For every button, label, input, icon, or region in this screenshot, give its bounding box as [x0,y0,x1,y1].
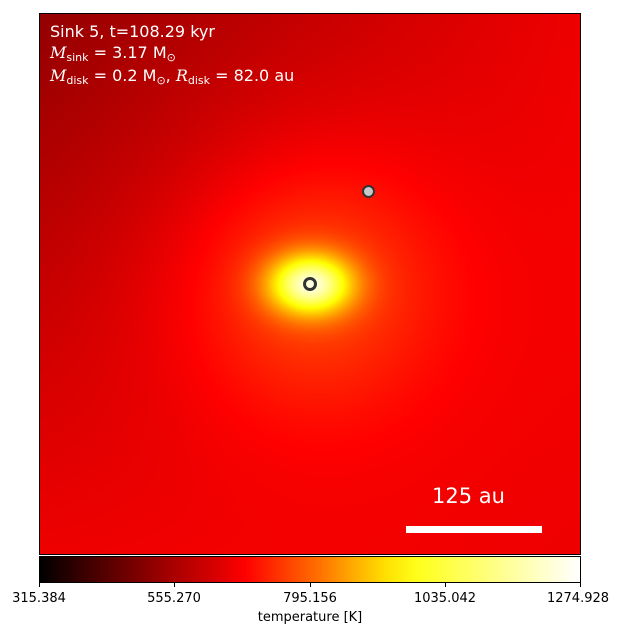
secondary-sink-marker [362,185,375,198]
msink-subscript: sink [66,51,89,64]
temperature-map: Sink 5, t=108.29 kyr Msink = 3.17 M⊙ Mdi… [39,13,581,555]
colorbar [39,556,581,583]
colorbar-tick [310,583,311,587]
rdisk-value: = 82.0 au [210,66,295,85]
mdisk-solar: ⊙ [156,74,166,87]
colorbar-tick [445,583,446,587]
colorbar-tick-label: 315.384 [12,591,66,606]
primary-sink-marker [303,277,317,291]
msink-solar: ⊙ [166,51,176,64]
colorbar-tick [39,583,40,587]
scalebar-label: 125 au [432,484,505,508]
colorbar-label: temperature [K] [257,610,363,625]
scalebar-line [406,526,542,533]
colorbar-tick-label: 1035.042 [413,591,477,606]
rdisk-separator: , [165,66,176,85]
sink-mass-label: Msink = 3.17 M⊙ [50,43,176,67]
msink-value: = 3.17 M [88,43,167,62]
mdisk-value: = 0.2 M [88,66,157,85]
sink-time-text: Sink 5, t=108.29 kyr [50,22,215,41]
colorbar-tick-label: 555.270 [147,591,201,606]
colorbar-tick [580,583,581,587]
mdisk-symbol: M [50,66,67,85]
sink-time-label: Sink 5, t=108.29 kyr [50,22,215,41]
rdisk-symbol: R [175,66,188,85]
colorbar-tick-label: 1274.928 [546,591,610,606]
rdisk-subscript: disk [187,74,211,87]
msink-symbol: M [50,43,67,62]
colorbar-tick-label: 795.156 [283,591,337,606]
colorbar-tick [174,583,175,587]
mdisk-subscript: disk [66,74,89,87]
disk-label: Mdisk = 0.2 M⊙, Rdisk = 82.0 au [50,66,294,90]
